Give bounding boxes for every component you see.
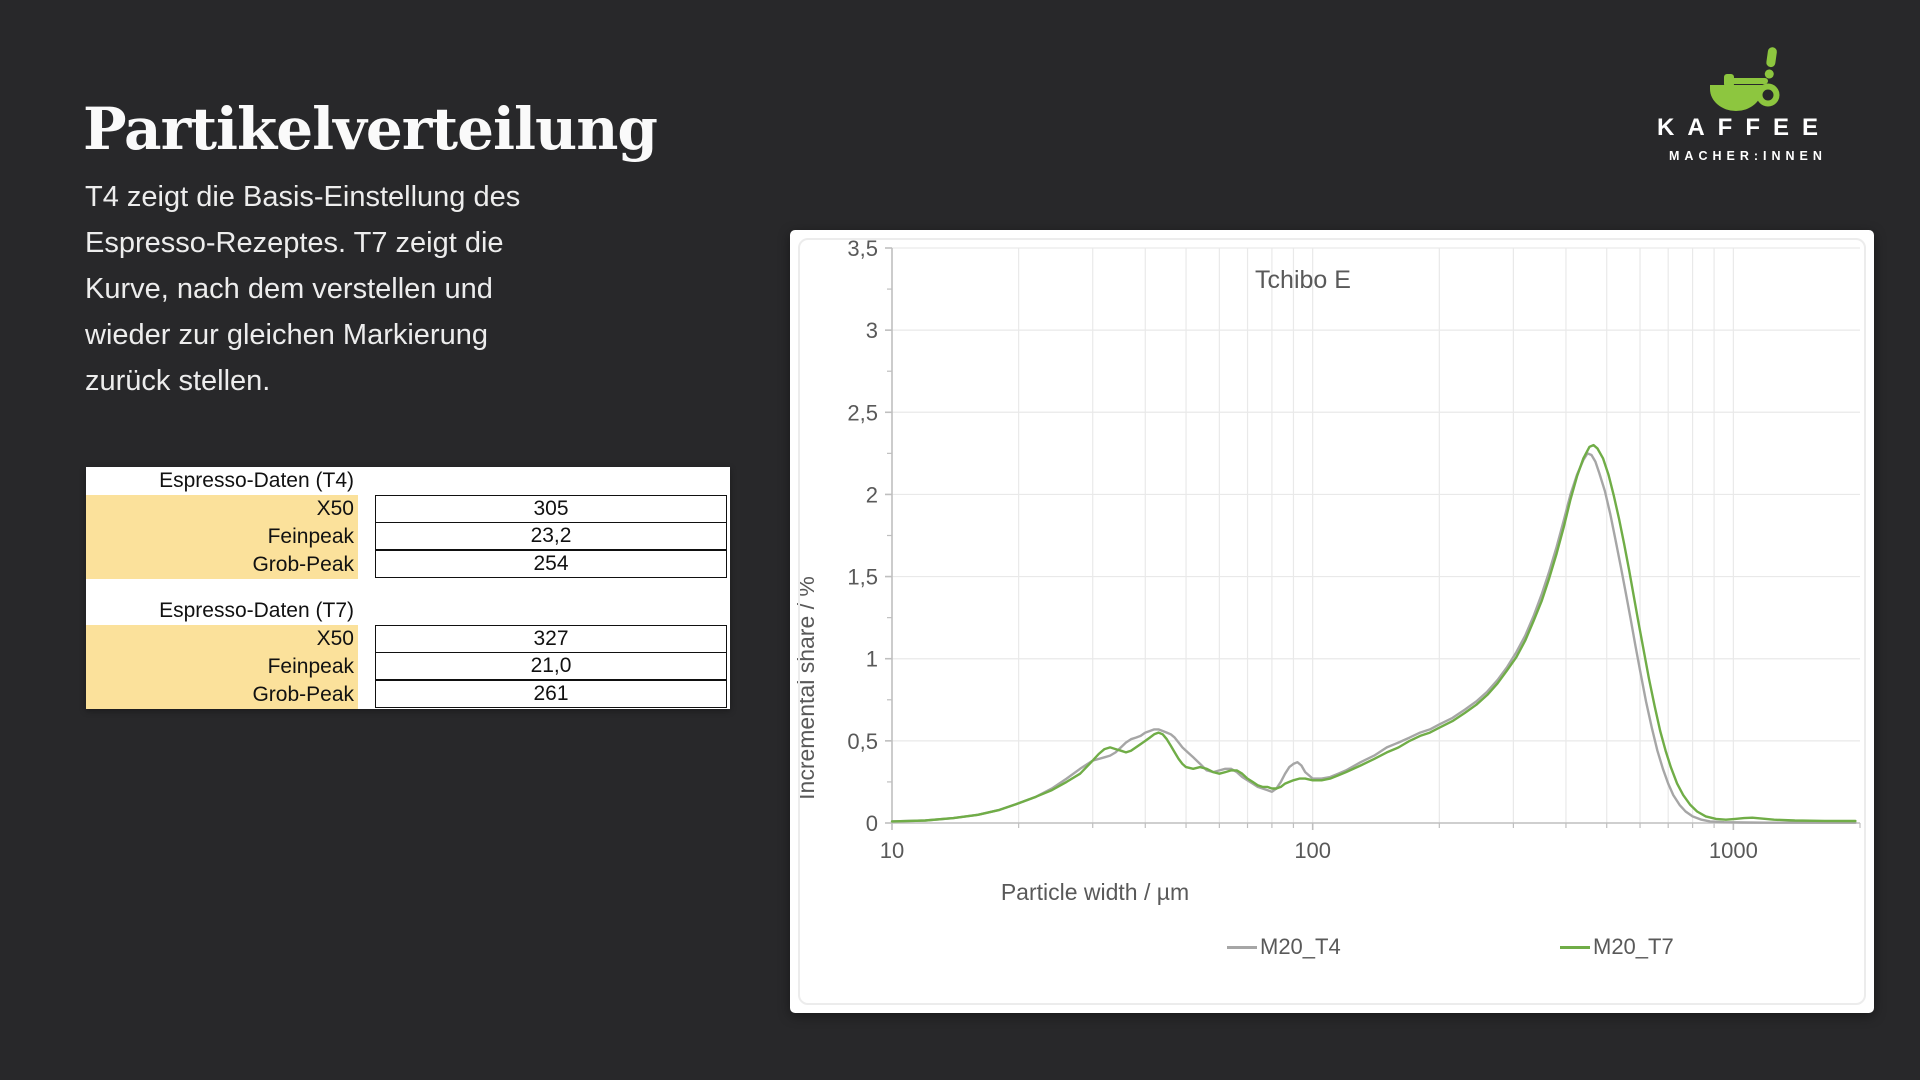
table-title-t4: Espresso-Daten (T4) — [159, 469, 354, 492]
logo-brand-text: KAFFEE — [1657, 114, 1831, 141]
chart-canvas: 10 100 1000 0 0,5 1 1,5 2 2,5 3 3,5 Particle width… — [793, 236, 1861, 905]
table-title-t7: Espresso-Daten (T7) — [159, 599, 354, 622]
legend-label: M20_T4 — [1260, 934, 1341, 959]
legend-swatch-gray — [1227, 945, 1257, 949]
svg-text:3,5: 3,5 — [847, 236, 878, 261]
svg-text:3: 3 — [866, 318, 878, 343]
legend-label: M20_T7 — [1593, 934, 1674, 959]
row-value: 254 — [375, 550, 727, 578]
table-row: Grob-Peak 254 — [86, 550, 730, 579]
y-axis-title: Incremental share / % — [793, 576, 819, 800]
svg-text:0: 0 — [866, 811, 878, 836]
coffee-grinder-icon — [1710, 47, 1780, 111]
paragraph-line: Espresso-Rezeptes. T7 zeigt die — [85, 227, 504, 259]
legend-swatch-green — [1560, 945, 1590, 949]
row-value: 261 — [375, 680, 727, 708]
table-row: Espresso-Daten (T4) — [86, 467, 730, 495]
intro-paragraph: T4 zeigt die Basis-Einstellung des Espre… — [85, 174, 520, 404]
svg-text:100: 100 — [1294, 838, 1331, 863]
table-row: Espresso-Daten (T7) — [86, 597, 730, 625]
svg-text:1: 1 — [866, 647, 878, 672]
particle-distribution-chart: 10 100 1000 0 0,5 1 1,5 2 2,5 3 3,5 Particle width… — [790, 230, 1874, 1013]
table-row: Feinpeak 21,0 — [86, 652, 730, 681]
table-row: X50 327 — [86, 625, 730, 653]
svg-text:2: 2 — [866, 482, 878, 507]
row-label: Grob-Peak — [86, 551, 358, 579]
table-row: Grob-Peak 261 — [86, 680, 730, 709]
chart-title: Tchibo E — [1255, 266, 1351, 294]
page-title: Partikelverteilung — [83, 94, 658, 163]
row-value: 21,0 — [375, 652, 727, 680]
table-row: Feinpeak 23,2 — [86, 522, 730, 551]
svg-text:10: 10 — [880, 838, 904, 863]
paragraph-line: zurück stellen. — [85, 365, 271, 397]
kaffeemacher-logo: KAFFEE MACHER:INNEN — [1640, 35, 1850, 175]
logo-sub-text: MACHER:INNEN — [1669, 149, 1827, 163]
row-label: Grob-Peak — [86, 681, 358, 709]
svg-text:2,5: 2,5 — [847, 400, 878, 425]
x-axis-title: Particle width / µm — [1001, 879, 1189, 905]
row-value: 305 — [375, 495, 727, 523]
row-label: X50 — [86, 625, 358, 653]
svg-text:1000: 1000 — [1709, 838, 1758, 863]
table-row: X50 305 — [86, 495, 730, 523]
svg-text:1,5: 1,5 — [847, 565, 878, 590]
row-value: 327 — [375, 625, 727, 653]
legend-item-m20-t4: M20_T4 — [1227, 932, 1341, 962]
row-label: Feinpeak — [86, 523, 358, 551]
chart-legend: M20_T4 M20_T7 — [790, 932, 1874, 962]
legend-item-m20-t7: M20_T7 — [1560, 932, 1674, 962]
paragraph-line: Kurve, nach dem verstellen und — [85, 273, 493, 305]
espresso-data-table: Espresso-Daten (T4) X50 305 Feinpeak 23,… — [86, 467, 730, 709]
svg-text:0,5: 0,5 — [847, 729, 878, 754]
paragraph-line: T4 zeigt die Basis-Einstellung des — [85, 181, 521, 213]
row-label: Feinpeak — [86, 653, 358, 681]
paragraph-line: wieder zur gleichen Markierung — [85, 319, 488, 351]
row-label: X50 — [86, 495, 358, 523]
row-value: 23,2 — [375, 522, 727, 550]
